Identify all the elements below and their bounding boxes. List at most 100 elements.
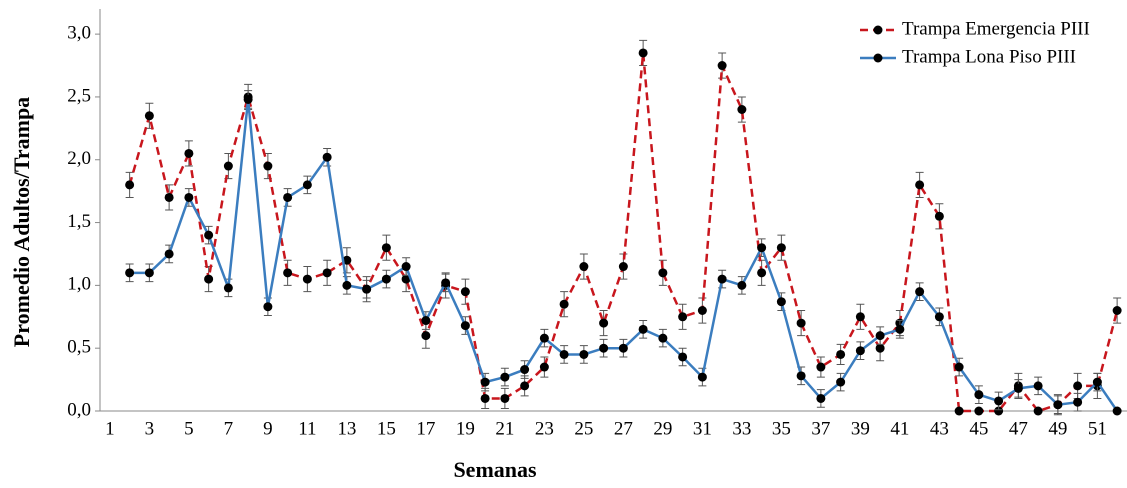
data-point <box>776 243 786 253</box>
data-point <box>915 287 925 297</box>
x-tick-label: 23 <box>535 418 554 439</box>
y-axis-label: Promedio Adultos/Trampa <box>9 97 34 347</box>
data-point <box>737 280 747 290</box>
data-point <box>717 61 727 71</box>
data-point <box>125 180 135 190</box>
data-point <box>658 268 668 278</box>
data-point <box>263 161 273 171</box>
data-point <box>520 381 530 391</box>
data-point <box>776 297 786 307</box>
data-point <box>974 406 984 416</box>
data-point <box>895 324 905 334</box>
data-point <box>362 284 372 294</box>
data-point <box>322 152 332 162</box>
x-tick-label: 17 <box>416 418 435 439</box>
y-tick-label: 1,5 <box>67 211 91 232</box>
data-point <box>164 249 174 259</box>
x-tick-label: 3 <box>145 418 155 439</box>
data-point <box>144 268 154 278</box>
data-point <box>954 406 964 416</box>
x-tick-label: 47 <box>1009 418 1028 439</box>
data-point <box>678 312 688 322</box>
x-tick-label: 37 <box>811 418 830 439</box>
data-point <box>717 274 727 284</box>
data-point <box>539 362 549 372</box>
data-point <box>283 192 293 202</box>
data-point <box>1013 383 1023 393</box>
data-point <box>1073 381 1083 391</box>
y-tick-label: 0,0 <box>67 399 91 420</box>
data-point <box>974 390 984 400</box>
data-point <box>1073 397 1083 407</box>
x-tick-label: 1 <box>105 418 115 439</box>
x-tick-label: 27 <box>614 418 633 439</box>
data-point <box>421 316 431 326</box>
data-point <box>875 331 885 341</box>
data-point <box>381 243 391 253</box>
data-point <box>243 94 253 104</box>
data-point <box>796 318 806 328</box>
data-point <box>579 349 589 359</box>
y-tick-label: 0,5 <box>67 337 91 358</box>
x-tick-label: 33 <box>732 418 751 439</box>
data-point <box>184 192 194 202</box>
data-point <box>954 362 964 372</box>
data-point <box>204 274 214 284</box>
data-point <box>1092 377 1102 387</box>
data-point <box>480 393 490 403</box>
x-tick-label: 51 <box>1088 418 1107 439</box>
x-tick-label: 45 <box>969 418 988 439</box>
data-point <box>381 274 391 284</box>
x-axis-label: Semanas <box>453 457 537 482</box>
data-point <box>599 343 609 353</box>
x-tick-label: 5 <box>184 418 194 439</box>
data-point <box>539 333 549 343</box>
data-point <box>816 393 826 403</box>
data-point <box>500 393 510 403</box>
x-tick-label: 39 <box>851 418 870 439</box>
data-point <box>480 377 490 387</box>
data-point <box>618 343 628 353</box>
x-tick-label: 21 <box>495 418 514 439</box>
x-tick-label: 15 <box>377 418 396 439</box>
data-point <box>855 312 865 322</box>
data-point <box>915 180 925 190</box>
x-tick-label: 11 <box>298 418 316 439</box>
data-point <box>520 365 530 375</box>
x-tick-label: 13 <box>337 418 356 439</box>
data-point <box>757 268 767 278</box>
data-point <box>697 306 707 315</box>
data-point <box>302 180 312 190</box>
data-point <box>994 406 1004 416</box>
x-tick-label: 7 <box>224 418 234 439</box>
data-point <box>1112 306 1122 315</box>
x-tick-label: 29 <box>653 418 672 439</box>
data-point <box>342 280 352 290</box>
x-tick-label: 41 <box>890 418 909 439</box>
data-point <box>441 278 451 288</box>
data-point <box>796 371 806 381</box>
y-tick-label: 2,0 <box>67 148 91 169</box>
data-point <box>500 372 510 382</box>
data-point <box>737 105 747 114</box>
data-point <box>816 362 826 372</box>
y-tick-label: 2,5 <box>67 85 91 106</box>
x-tick-label: 49 <box>1048 418 1067 439</box>
data-point <box>322 268 332 278</box>
data-point <box>125 268 135 278</box>
data-point <box>599 318 609 328</box>
data-point <box>658 333 668 343</box>
data-point <box>757 243 767 253</box>
x-tick-label: 25 <box>574 418 593 439</box>
data-point <box>1033 406 1043 416</box>
data-point <box>223 283 233 293</box>
data-point <box>638 48 648 58</box>
data-point <box>559 349 569 359</box>
data-point <box>836 377 846 387</box>
data-point <box>1053 400 1063 410</box>
data-point <box>401 262 411 272</box>
data-point <box>678 352 688 362</box>
data-point <box>855 346 865 356</box>
data-point <box>934 312 944 322</box>
